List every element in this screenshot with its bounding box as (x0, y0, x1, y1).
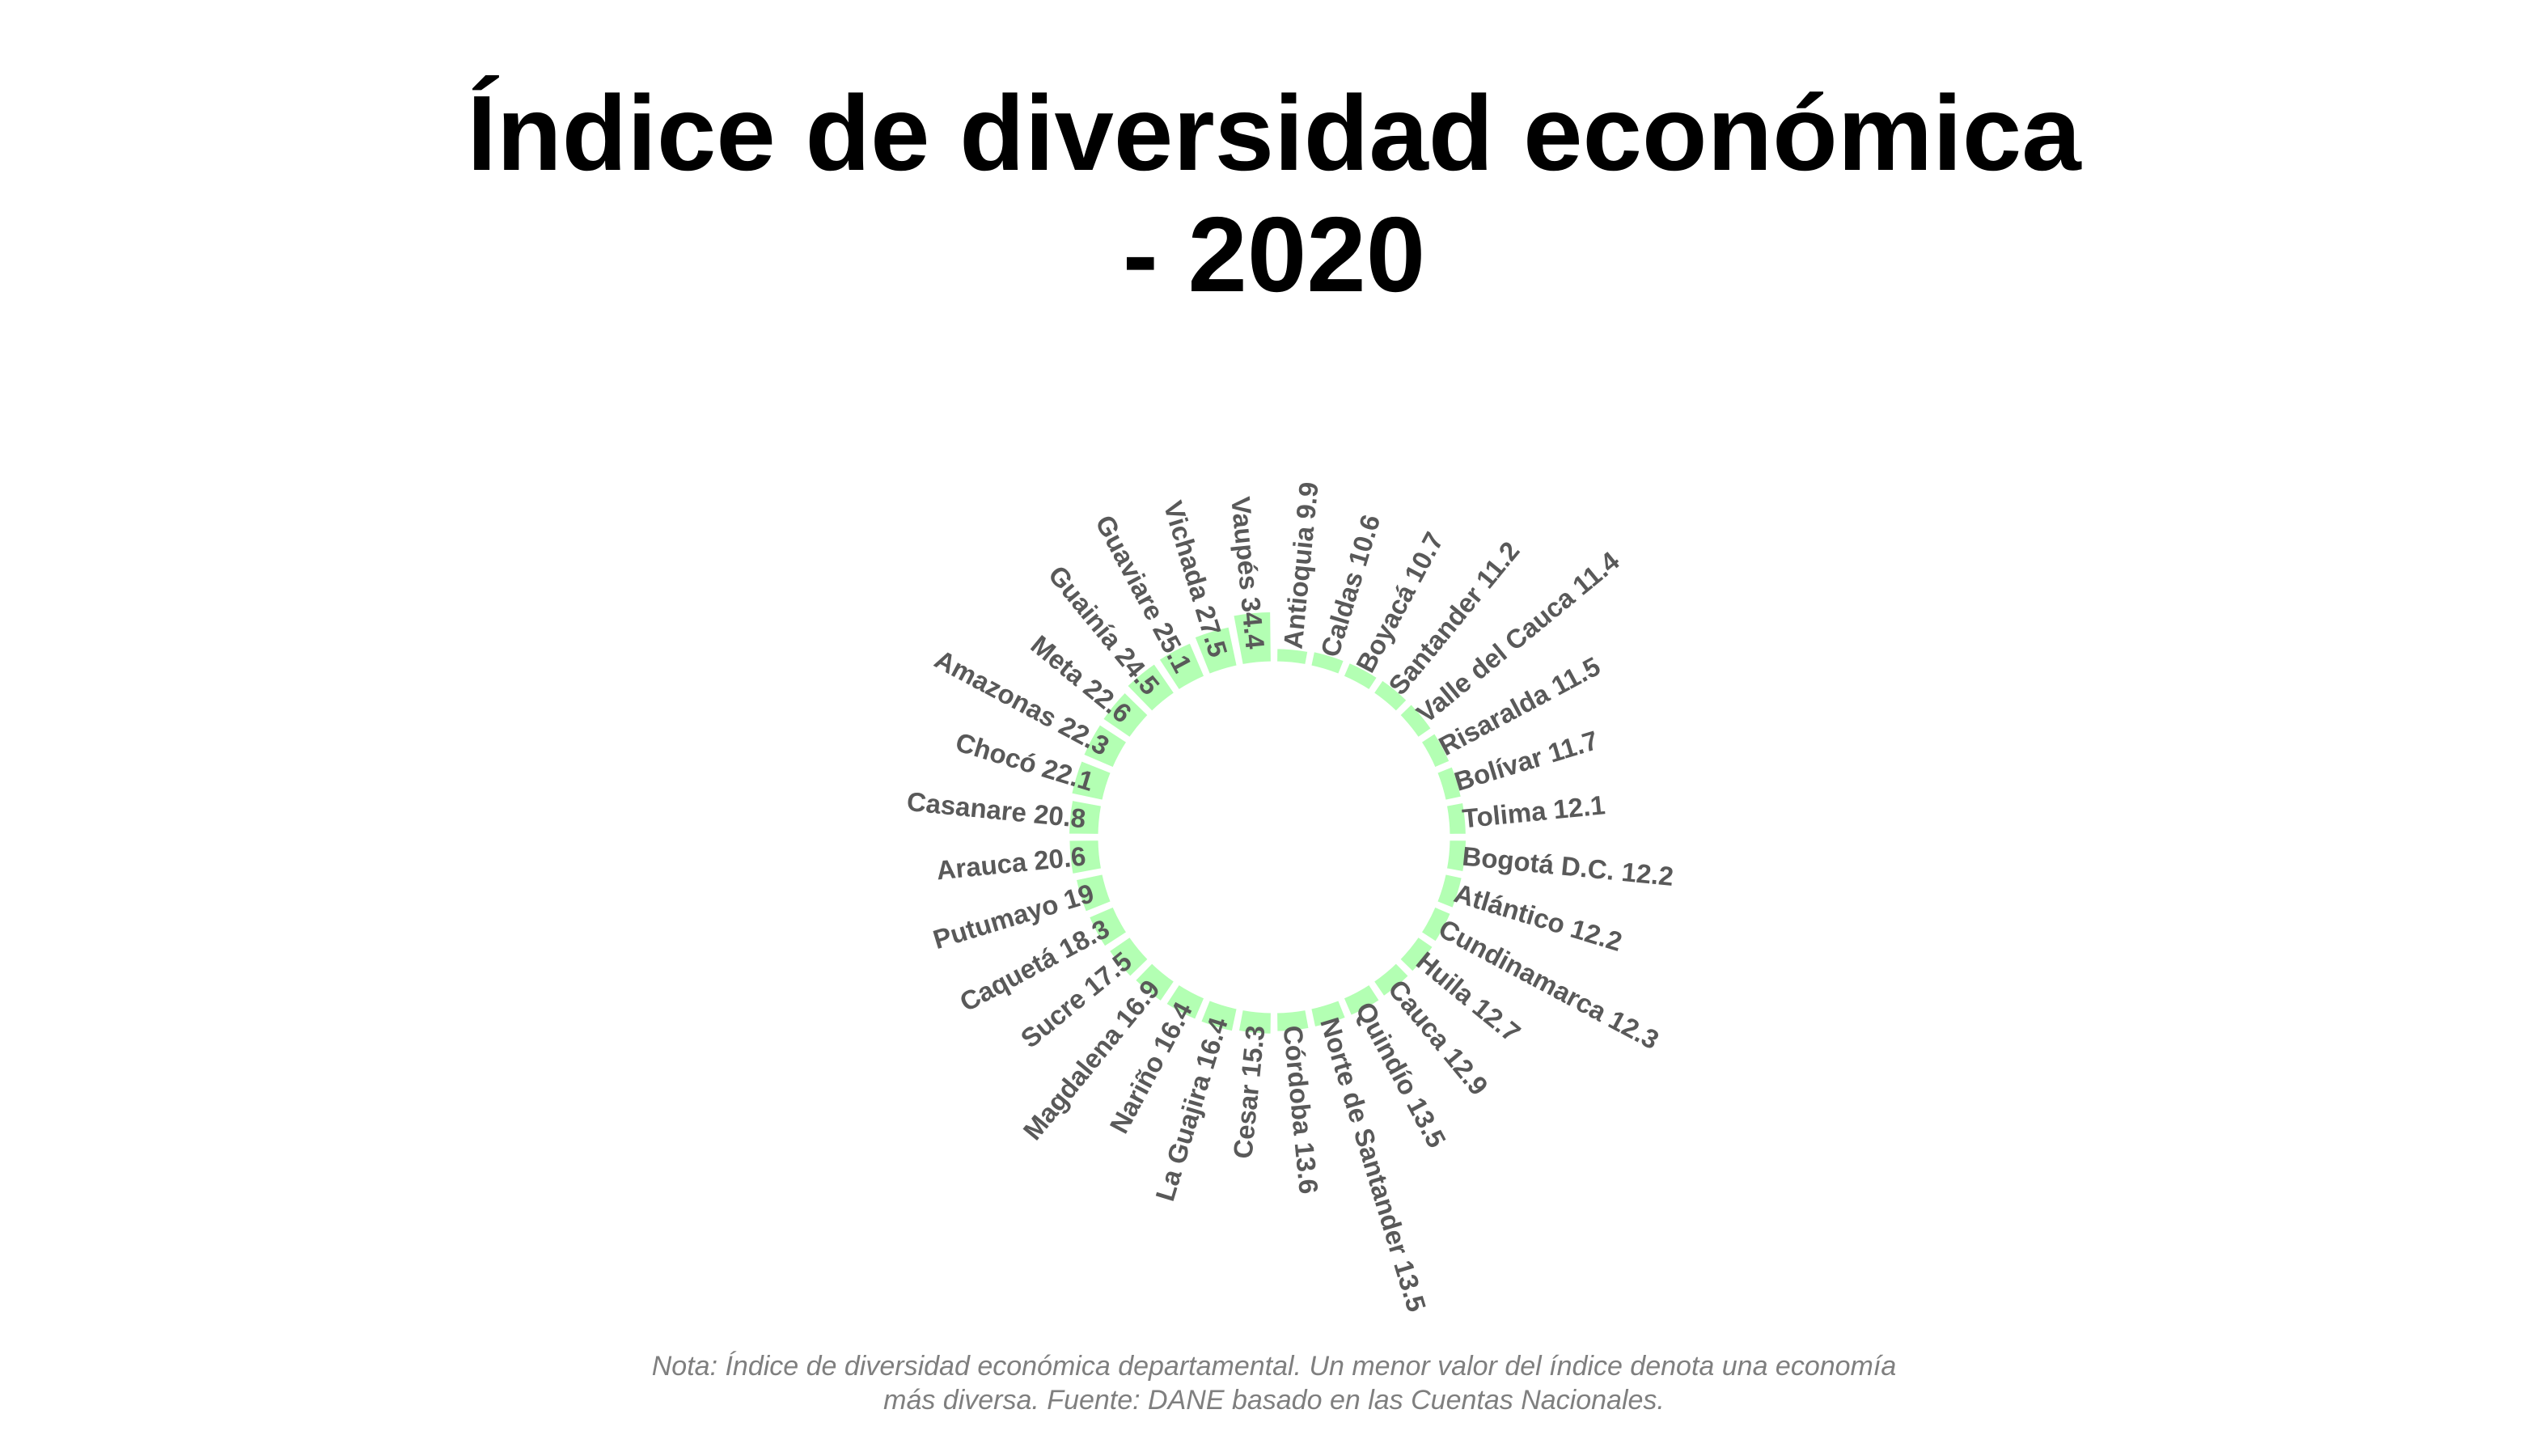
bar-huila (1397, 934, 1436, 975)
label-casanare: Casanare 20.8 (905, 786, 1087, 834)
bar-guainia (1124, 661, 1177, 714)
bar-bogota-d-c (1444, 838, 1469, 874)
bar-arauca (1067, 838, 1104, 877)
bar-meta (1100, 689, 1151, 740)
label-bogota-d-c: Bogotá D.C. 12.2 (1461, 841, 1675, 892)
chart-title-line-2: - 2020 (1122, 195, 1426, 314)
bar-atlantico (1434, 871, 1465, 911)
caption-line-1: Nota: Índice de diversidad económica dep… (651, 1351, 1897, 1382)
label-cordoba: Córdoba 13.6 (1278, 1024, 1324, 1196)
chart-title-line-1: Índice de diversidad económica (467, 74, 2081, 193)
bar-antioquia (1275, 646, 1310, 667)
bars-group (1067, 609, 1469, 1036)
label-norte-de-santander: Norte de Santander 13.5 (1314, 1014, 1432, 1315)
bar-santander (1371, 677, 1410, 714)
label-cesar: Cesar 15.3 (1227, 1024, 1270, 1160)
bar-vaupes (1230, 609, 1273, 667)
bar-choco (1069, 758, 1114, 803)
bar-sucre (1107, 934, 1151, 980)
label-tolima: Tolima 12.1 (1461, 789, 1606, 833)
bar-bolivar (1434, 764, 1464, 803)
bar-cauca (1371, 960, 1412, 999)
bar-la-guajira (1198, 997, 1240, 1034)
label-antioquia: Antioquia 9.9 (1278, 480, 1324, 650)
bar-narino (1163, 981, 1207, 1022)
label-vaupes: Vaupés 34.4 (1225, 495, 1270, 650)
bar-casanare (1067, 798, 1104, 836)
chart-title: Índice de diversidad económica - 2020 (0, 73, 2548, 315)
bar-putumayo (1073, 871, 1114, 915)
bar-cordoba (1275, 1007, 1311, 1034)
bar-tolima (1444, 800, 1468, 836)
bar-cesar (1236, 1007, 1273, 1036)
bar-cundinamarca (1418, 904, 1454, 945)
bar-caqueta (1086, 904, 1130, 950)
bar-vichada (1191, 624, 1240, 677)
bar-guaviare (1156, 640, 1207, 693)
chart-caption: Nota: Índice de diversidad económica dep… (0, 1349, 2548, 1417)
bar-norte-de-santander (1308, 997, 1348, 1030)
caption-line-2: más diversa. Fuente: DANE basado en las … (883, 1385, 1665, 1416)
bar-magdalena (1132, 960, 1177, 1005)
bar-boyaca (1341, 660, 1380, 693)
label-arauca: Arauca 20.6 (935, 841, 1087, 886)
bar-amazonas (1081, 722, 1130, 770)
bar-valle-del-cauca (1397, 701, 1434, 740)
bar-risaralda (1418, 730, 1453, 770)
bar-caldas (1308, 649, 1347, 677)
bar-quindio (1341, 981, 1382, 1018)
